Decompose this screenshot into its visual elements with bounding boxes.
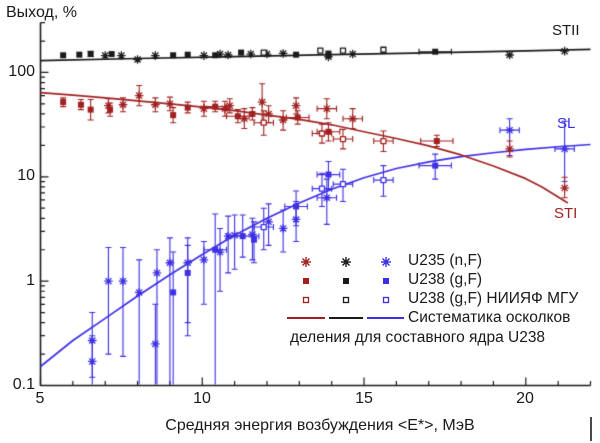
line-swatch-red-icon <box>287 317 325 319</box>
x-tick-label-15: 15 <box>355 390 373 407</box>
open-square-marker-red-icon <box>300 293 312 305</box>
x-tick-label-5: 5 <box>35 390 45 407</box>
y-tick-label-0p1: 0.1 <box>12 376 35 393</box>
y-tick-label-100: 100 <box>8 63 35 80</box>
x-tick-label-10: 10 <box>193 390 211 407</box>
filled-square-marker-blue-icon <box>380 274 392 286</box>
x-tick-label-20: 20 <box>516 390 534 407</box>
legend-label-systematics: Систематика осколков <box>408 309 571 326</box>
window-border-fragment <box>590 417 592 441</box>
y-tick-label-1: 1 <box>26 272 35 289</box>
asterisk-marker-blue-icon <box>380 255 392 267</box>
open-square-marker-black-icon <box>340 293 352 305</box>
asterisk-marker-red-icon <box>300 255 312 267</box>
asterisk-marker-black-icon <box>340 255 352 267</box>
legend-label-niiyaf: U238 (g,F) НИИЯФ МГУ <box>408 290 579 307</box>
curve-label-sti: STI <box>554 205 578 222</box>
curve-label-sl: SL <box>557 115 576 132</box>
filled-square-marker-black-icon <box>340 274 352 286</box>
filled-square-marker-red-icon <box>300 274 312 286</box>
y-tick-label-10: 10 <box>17 167 35 184</box>
legend-label-u238: U238 (g,F) <box>408 271 483 288</box>
y-axis-title: Выход, % <box>6 4 77 21</box>
x-axis-title: Средняя энергия возбуждения <E*>, МэВ <box>165 417 475 434</box>
open-square-marker-blue-icon <box>380 293 392 305</box>
legend-label-u235: U235 (n,F) <box>408 252 483 269</box>
curve-label-stii: STII <box>552 22 580 39</box>
legend-note: деления для составного ядра U238 <box>290 329 546 346</box>
line-swatch-blue-icon <box>367 317 404 319</box>
line-swatch-black-icon <box>329 317 363 319</box>
